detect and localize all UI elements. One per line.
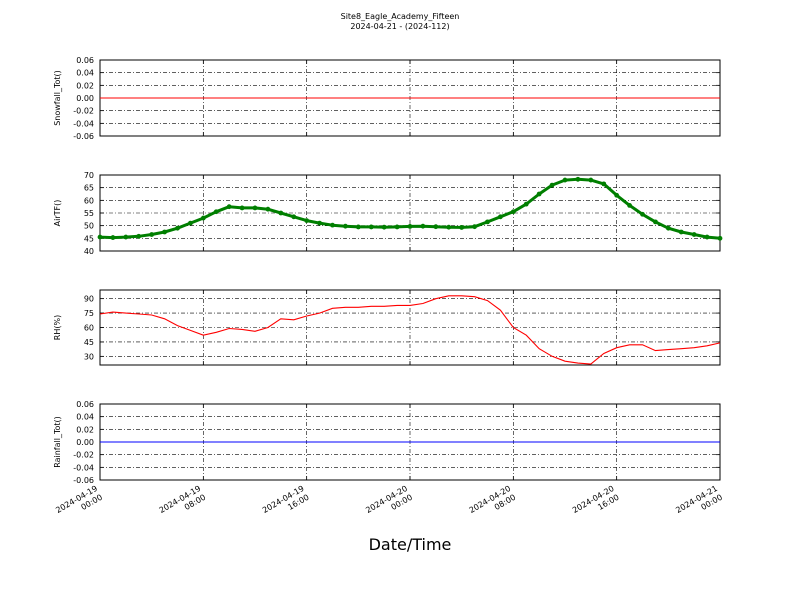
data-point <box>678 229 684 235</box>
data-point <box>691 232 697 237</box>
y-tick-label: 55 <box>84 209 94 218</box>
y-tick-label: -0.06 <box>73 476 94 485</box>
y-tick-label: 0.04 <box>76 413 94 422</box>
data-point <box>162 229 167 235</box>
data-point <box>136 233 142 239</box>
data-point <box>459 225 465 230</box>
data-point <box>343 223 348 229</box>
data-point <box>407 224 413 229</box>
y-axis-label: Snowfall_Tot() <box>53 70 62 126</box>
y-axis-label: AirTF() <box>53 200 62 227</box>
data-point <box>123 234 129 240</box>
y-tick-label: 30 <box>84 352 94 361</box>
data-point <box>213 209 219 215</box>
data-point <box>110 235 116 240</box>
data-point <box>627 203 632 208</box>
panel-4: 0.06 0.04 0.02 0.00 -0.02 -0.04 -0.06 Rainfall_… <box>53 400 721 485</box>
panels: 0.06 0.04 0.02 0.00 -0.02 -0.04 -0.06 Snowfall_… <box>53 56 723 485</box>
data-point <box>239 205 245 211</box>
data-point <box>188 220 193 226</box>
data-point <box>149 232 155 237</box>
data-point <box>704 234 710 240</box>
data-point <box>433 224 439 230</box>
y-tick-label: 75 <box>84 309 94 318</box>
y-tick-label: 90 <box>84 295 94 304</box>
data-point <box>317 220 322 226</box>
data-point <box>536 191 542 197</box>
y-tick-label: 40 <box>84 247 94 256</box>
data-point <box>549 182 555 188</box>
y-tick-label: 0.00 <box>76 438 94 447</box>
y-tick-label: -0.06 <box>73 132 94 141</box>
data-point <box>472 224 477 230</box>
chart-subtitle: 2024-04-21 - (2024-112) <box>350 22 449 31</box>
axes-frame <box>99 289 721 366</box>
data-point <box>420 223 426 229</box>
panel-1: 0.06 0.04 0.02 0.00 -0.02 -0.04 -0.06 Snowfall_… <box>53 56 721 141</box>
y-tick-label: 60 <box>84 324 94 333</box>
data-point <box>175 225 180 231</box>
y-tick-label: -0.02 <box>73 107 94 116</box>
y-tick-label: -0.02 <box>73 451 94 460</box>
y-axis-label: RH(%) <box>53 315 62 340</box>
y-tick-label: 0.02 <box>76 81 94 90</box>
y-tick-label: 50 <box>84 222 94 231</box>
data-point <box>252 205 258 211</box>
data-point <box>665 225 671 231</box>
data-point <box>355 224 361 230</box>
panel-2: 70 65 60 55 50 45 40 AirTF() <box>53 171 723 256</box>
y-tick-label: 60 <box>84 196 94 205</box>
data-point <box>575 176 581 182</box>
panel-3: 90 75 60 45 30 RH(%) <box>53 289 721 366</box>
y-tick-label: 0.06 <box>76 400 94 409</box>
y-tick-label: 70 <box>84 171 94 180</box>
y-tick-label: 65 <box>84 184 94 193</box>
data-point <box>485 219 490 225</box>
y-tick-label: 45 <box>84 338 94 347</box>
data-point <box>291 214 297 220</box>
data-point <box>588 177 594 183</box>
data-point <box>510 209 516 215</box>
data-point <box>523 201 529 207</box>
data-point <box>304 218 310 224</box>
y-tick-label: 0.02 <box>76 425 94 434</box>
data-point <box>381 224 387 230</box>
axes-frame <box>99 174 721 252</box>
y-tick-label: 0.06 <box>76 56 94 65</box>
data-point <box>278 210 284 216</box>
data-point <box>394 224 400 230</box>
data-point <box>653 219 658 225</box>
series-line <box>99 295 721 365</box>
y-axis-label: Rainfall_Tot() <box>53 416 62 468</box>
data-point <box>614 192 620 198</box>
chart-title: Site8_Eagle_Academy_Fifteen <box>341 12 460 21</box>
data-point <box>446 224 452 230</box>
data-point <box>368 224 374 230</box>
data-point <box>601 181 607 187</box>
y-tick-label: 0.04 <box>76 69 94 78</box>
y-tick-label: -0.04 <box>73 463 94 472</box>
y-tick-label: 0.00 <box>76 94 94 103</box>
x-axis-label: Date/Time <box>369 535 452 554</box>
data-point <box>200 215 206 221</box>
data-point <box>265 206 271 212</box>
data-point <box>717 235 723 241</box>
data-point <box>640 211 645 217</box>
data-point <box>226 204 232 210</box>
data-point <box>330 222 335 228</box>
data-point <box>97 234 103 240</box>
data-point <box>562 177 568 183</box>
y-tick-label: -0.04 <box>73 119 94 128</box>
data-point <box>498 214 503 220</box>
y-tick-label: 45 <box>84 234 94 243</box>
